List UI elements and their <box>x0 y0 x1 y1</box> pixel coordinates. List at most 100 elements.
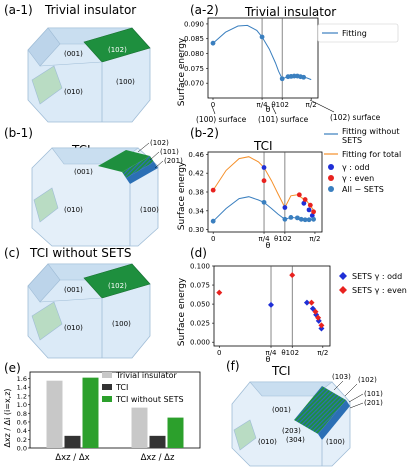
data-point <box>301 74 307 80</box>
legend-text-all-sets: All − SETS <box>342 185 384 194</box>
facet-label-a1-102: (102) <box>108 46 127 54</box>
legend-swatch-sets-odd <box>339 272 347 280</box>
y-tick-label: 0.42 <box>188 170 204 178</box>
facet-102-green <box>83 27 151 63</box>
legend-swatch-sets-even <box>339 286 347 294</box>
data-point <box>311 216 316 222</box>
data-point <box>282 216 288 222</box>
panel-title-a1: Trivial insulator <box>44 3 136 17</box>
x-tick-label: θ102 <box>281 349 299 357</box>
x-tick-label: π/2 <box>306 101 317 109</box>
y-tick-label: 0.050 <box>190 301 210 309</box>
legend-swatch-trivial <box>102 372 112 378</box>
data-point <box>289 272 296 279</box>
chart-b2: 0.30 0.34 0.38 0.42 0.46 0 π/4 θ102 π/2 <box>188 151 323 243</box>
legend-d: SETS γ : odd SETS γ : even <box>339 272 407 295</box>
facet-010-pale <box>31 65 63 105</box>
y-tick-label: 0.085 <box>184 35 204 43</box>
chart-a2: 0.070 0.075 0.080 0.085 0.090 0 π/4 θ102 π/2 <box>184 17 319 109</box>
legend-text-fit-sets: Fitting without SETS <box>342 127 400 145</box>
data-point <box>259 34 265 40</box>
y-tick-label: 0.075 <box>190 282 210 290</box>
panel-label-d: (d) <box>190 246 207 260</box>
panel-label-b2: (b-2) <box>190 126 219 140</box>
legend-text-sets-even: SETS γ : even <box>352 286 407 295</box>
data-point <box>311 209 316 215</box>
x-tick-label: π/2 <box>317 349 328 357</box>
facet-201-blue <box>126 162 158 184</box>
facet-label-f-201: (201) <box>364 399 383 407</box>
chart-title-b2: TCI <box>253 139 273 153</box>
data-point <box>307 202 313 208</box>
annotation-arrow-101 <box>271 105 277 115</box>
legend-text-fitting: Fitting <box>342 29 367 38</box>
annotation-102-surface: (102) surface <box>330 113 381 122</box>
data-point <box>298 216 304 222</box>
facet-label-f-103: (103) <box>332 373 351 381</box>
facet-010-pale <box>33 187 59 223</box>
panel-label-c: (c) <box>4 246 20 260</box>
data-point <box>282 205 288 210</box>
data-point <box>312 308 319 315</box>
facet-label-a1-010: (010) <box>64 88 83 96</box>
facet-102-green <box>83 263 151 299</box>
ylabel-a2: Surface energy <box>177 37 187 106</box>
facet-label-b1-201: (201) <box>164 157 183 165</box>
bar <box>64 435 81 448</box>
y-tick-label: 0.34 <box>188 207 204 215</box>
data-point <box>306 207 312 213</box>
facet-label-f-101: (101) <box>364 390 383 398</box>
facet-label-b1-001: (001) <box>74 168 93 176</box>
y-tick-label: 0.000 <box>190 339 210 347</box>
y-tick-label: 1.6 <box>17 375 27 383</box>
chart-d: 0.000 0.025 0.050 0.075 0.100 0 π/4 θ102 π/2 <box>190 263 331 357</box>
data-point <box>308 299 315 306</box>
panel-label-b1: (b-1) <box>4 126 33 140</box>
facet-010-pale <box>31 301 63 341</box>
data-point <box>315 314 322 321</box>
bar <box>46 380 63 448</box>
y-tick-label: 0.100 <box>190 263 210 271</box>
panel-label-a2: (a-2) <box>190 3 219 17</box>
data-point <box>309 213 315 218</box>
data-point <box>288 215 294 220</box>
facet-label-f-203: (203) <box>282 427 301 435</box>
data-point <box>296 192 302 198</box>
plot-frame <box>207 17 319 99</box>
facet-label-f-100: (100) <box>326 438 345 446</box>
crystal-a1 <box>27 27 151 123</box>
y-tick-label: 0.8 <box>17 410 27 418</box>
data-point <box>268 301 275 308</box>
y-tick-label: 0.38 <box>188 189 204 197</box>
xlabel-d: θ <box>266 355 271 364</box>
ylabel-e: Δxz / Δi (i=x,z) <box>3 388 12 447</box>
annotation-101-surface: (101) surface <box>258 115 309 124</box>
data-point <box>210 187 216 193</box>
y-tick-label: 0.2 <box>17 436 27 444</box>
x-tick-label: π/4 <box>259 235 271 243</box>
facet-label-b1-102: (102) <box>150 139 169 147</box>
facet-label-c-100: (100) <box>112 320 131 328</box>
crystal-left-facet <box>27 263 61 303</box>
legend-text-sets-odd: SETS γ : odd <box>352 272 402 281</box>
bar <box>82 377 99 448</box>
data-point <box>302 217 308 223</box>
facet-label-b1-010: (010) <box>64 206 83 214</box>
legend-text-fit-total: Fitting for total <box>342 150 401 159</box>
data-point <box>294 215 300 221</box>
facet-010-pale <box>233 419 257 451</box>
data-point <box>279 76 285 82</box>
x-tick-label: 0 <box>211 101 215 109</box>
legend-swatch-tci <box>102 384 112 390</box>
data-point <box>210 40 216 46</box>
legend-e: Trivial insulator TCI TCI without SETS <box>102 371 184 404</box>
bar <box>149 435 166 448</box>
ylabel-d: Surface energy <box>177 277 187 346</box>
data-point <box>216 289 223 296</box>
data-point <box>261 178 267 184</box>
legend-text-trivial: Trivial insulator <box>115 371 178 380</box>
facet-101-stripe <box>122 156 154 178</box>
facet-stripe-green-blue <box>294 386 346 434</box>
crystal-c <box>27 263 151 359</box>
y-tick-label: 1.4 <box>17 384 27 392</box>
